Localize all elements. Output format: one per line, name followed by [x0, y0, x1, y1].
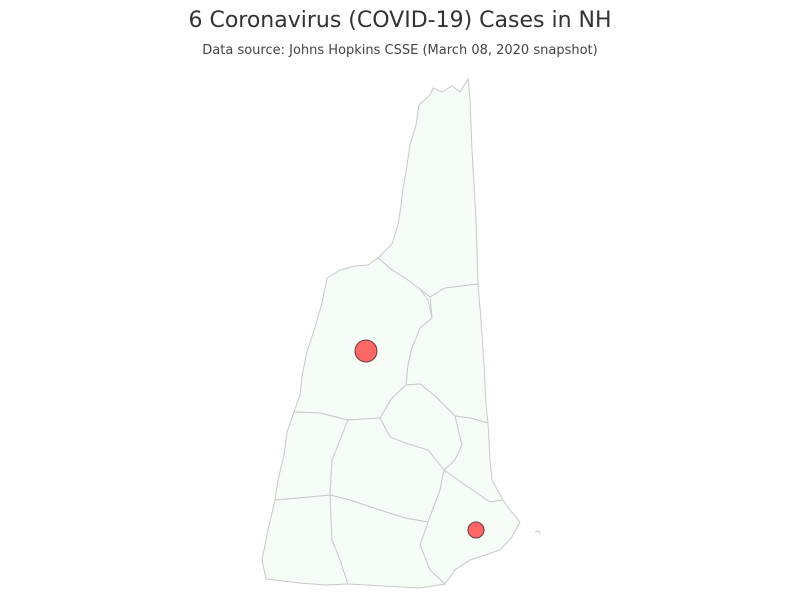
page-subtitle: Data source: Johns Hopkins CSSE (March 0…	[202, 43, 598, 58]
case-markers	[354, 339, 485, 539]
isles-of-shoals	[534, 530, 541, 535]
page-title: 6 Coronavirus (COVID-19) Cases in NH	[188, 8, 612, 33]
case-marker-rockingham[interactable]	[467, 521, 485, 539]
county-coos	[377, 77, 479, 298]
state-shape	[261, 77, 521, 589]
case-marker-grafton[interactable]	[354, 339, 378, 363]
county-cheshire	[261, 494, 349, 586]
island-markers	[534, 530, 541, 535]
county-hillsborough	[329, 494, 447, 589]
